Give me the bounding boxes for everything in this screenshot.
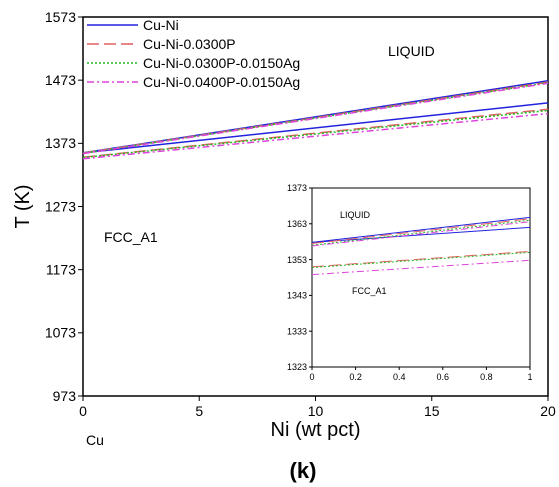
inset-x-tick-label: 0.4	[393, 372, 406, 382]
main-y-tick-label: 1073	[45, 325, 76, 341]
inset-plot: 1323 1333 1343 1353 1363 1373 0 0.2 0.4 0.6 0.8 1 LI…	[267, 180, 543, 389]
inset-x-tick-label: 0.2	[349, 372, 362, 382]
inset-x-tick-label: 0	[309, 372, 314, 382]
inset-series-3-liquidus-line	[311, 219, 531, 246]
main-y-tick-label: 1473	[45, 72, 76, 88]
y-axis-title: T (K)	[12, 184, 34, 228]
inset-x-tick-label: 0.6	[437, 372, 450, 382]
main-y-tick-label: 1573	[45, 9, 76, 25]
region-label-fcc: FCC_A1	[104, 229, 158, 245]
inset-region-label-liquid: LIQUID	[340, 210, 371, 220]
inset-series-2-liquidus-line	[311, 218, 531, 244]
main-series-4-solidus-line	[82, 112, 549, 160]
main-y-tick-label: 1373	[45, 135, 76, 151]
x-origin-annotation: Cu	[86, 432, 104, 448]
main-x-tick-label: 15	[424, 403, 440, 419]
inset-series-3-solidus-line	[311, 251, 531, 268]
main-x-tick-label: 5	[195, 403, 203, 419]
inset-y-tick-label: 1343	[287, 291, 307, 301]
main-x-tick-label: 20	[540, 403, 556, 419]
inset-y-tick-label: 1323	[287, 362, 307, 372]
inset-series-1-solidus-line	[311, 226, 531, 243]
main-series-1-solidus-line	[82, 102, 549, 154]
inset-x-tick-label: 0.8	[480, 372, 493, 382]
inset-series-4-liquidus-line	[311, 221, 531, 247]
legend-label-series-4: Cu-Ni-0.0400P-0.0150Ag	[143, 74, 300, 90]
legend-label-series-2: Cu-Ni-0.0300P	[143, 36, 236, 52]
main-series-3-solidus-line	[82, 109, 549, 159]
main-series-4-liquidus-line	[82, 82, 549, 155]
legend-label-series-3: Cu-Ni-0.0300P-0.0150Ag	[143, 55, 300, 71]
main-y-tick-label: 1273	[45, 198, 76, 214]
inset-series-4-solidus-line	[311, 259, 531, 276]
main-y-tick-label: 973	[53, 388, 77, 404]
inset-series-2-solidus-line	[311, 250, 531, 268]
main-x-tick-label: 0	[79, 403, 87, 419]
x-axis-title: Ni (wt pct)	[271, 419, 361, 441]
region-label-liquid: LIQUID	[388, 43, 435, 59]
legend-label-series-1: Cu-Ni	[143, 17, 179, 33]
inset-plot-frame	[311, 187, 531, 368]
inset-x-tick-label: 1	[527, 372, 532, 382]
inset-y-tick-label: 1363	[287, 219, 307, 229]
main-y-tick-label: 1173	[46, 262, 76, 278]
panel-label: (k)	[290, 458, 317, 483]
main-x-tick-label: 10	[308, 403, 324, 419]
inset-series-1-liquidus-line	[311, 216, 531, 243]
inset-y-tick-label: 1333	[287, 326, 307, 336]
inset-region-label-fcc: FCC_A1	[352, 286, 387, 296]
inset-y-tick-label: 1353	[287, 255, 307, 265]
inset-y-tick-label: 1373	[287, 183, 307, 193]
